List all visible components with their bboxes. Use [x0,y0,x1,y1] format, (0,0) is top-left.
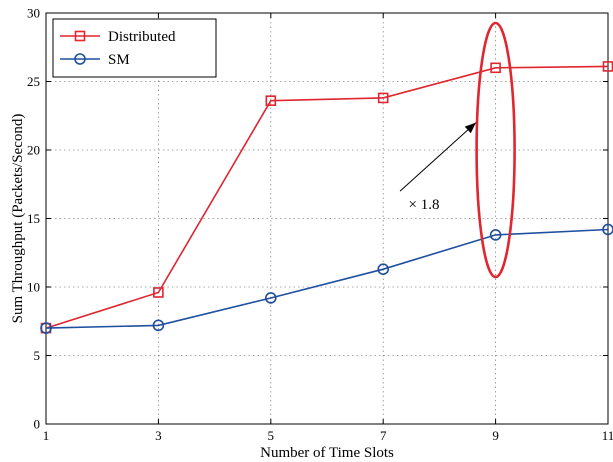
legend-label-distributed: Distributed [108,29,176,45]
x-tick-label: 9 [492,428,499,443]
legend-label-sm: SM [108,52,130,68]
series-line-sm [45,228,609,329]
data-point-distributed [490,62,501,74]
annotation-arrow-head [464,122,476,134]
y-tick-label: 20 [27,143,40,158]
x-tick-label: 1 [43,428,50,443]
y-tick-label: 30 [27,6,40,21]
series-lines [40,61,613,334]
y-tick-label: 0 [34,417,41,432]
x-tick-label: 7 [380,428,387,443]
data-point-sm [40,322,52,334]
legend-marker-sm [74,53,86,65]
legend-marker-distributed [74,30,86,42]
y-tick-label: 5 [34,348,41,363]
series-line-distributed [45,65,609,329]
data-point-distributed [377,92,389,104]
y-tick-label: 25 [27,74,40,89]
highlight-ellipse [475,21,516,279]
x-tick-label: 11 [602,428,613,443]
y-tick-label: 10 [27,280,40,295]
legend: Distributed SM [52,18,217,78]
data-point-sm [489,229,502,241]
x-tick-label: 5 [268,428,275,443]
data-point-sm [264,292,277,304]
annotation-label: × 1.8 [408,197,439,213]
axis-ticks: 1 3 5 7 9 11 0 5 10 15 20 25 30 [27,6,613,444]
data-point-distributed [265,95,277,106]
annotation: × 1.8 [399,21,516,279]
data-point-sm [377,263,390,275]
series-sm [40,223,613,334]
data-point-distributed [153,287,164,298]
y-tick-label: 15 [27,211,40,226]
data-point-sm [602,223,613,236]
x-axis-title: Number of Time Slots [260,445,394,461]
legend-box [52,18,217,78]
x-tick-label: 3 [155,428,162,443]
annotation-arrow-shaft [399,122,477,192]
series-distributed [40,61,613,334]
data-point-sm [152,319,165,332]
y-axis-title: Sum Throughput (Packets/Second) [10,114,26,324]
